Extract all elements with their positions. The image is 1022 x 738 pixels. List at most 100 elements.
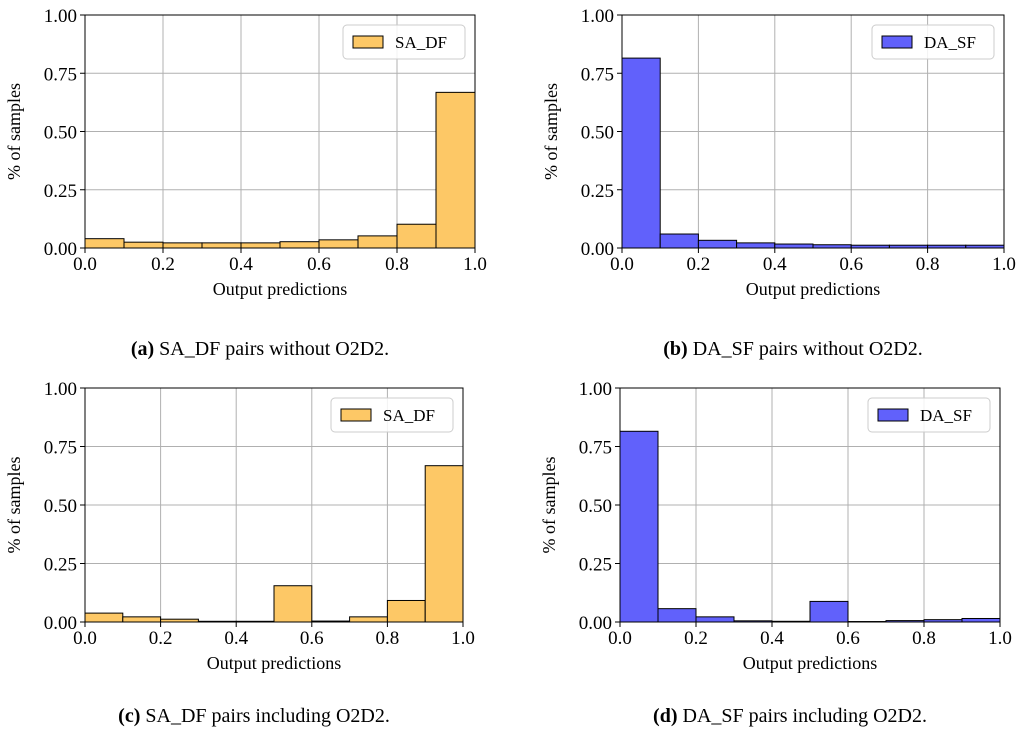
x-tick-label: 0.4 — [224, 628, 248, 649]
x-tick-label: 0.6 — [300, 628, 324, 649]
x-tick-label: 1.0 — [988, 628, 1012, 649]
x-tick-label: 0.0 — [73, 628, 97, 649]
histogram-bar — [621, 57, 661, 249]
y-axis-label: % of samples — [4, 83, 24, 180]
y-tick-label: 0.00 — [581, 239, 614, 260]
y-tick-label: 1.00 — [44, 379, 77, 400]
caption: (c) SA_DF pairs including O2D2. — [118, 705, 390, 727]
chart-panel-c: 0.0 0.2 0.4 0.6 0.8 1.0 0.00 0.25 0.50 0.75 1.00 Ou… — [4, 379, 475, 727]
y-tick-label: 0.00 — [579, 613, 612, 634]
x-axis-label: Output predictions — [743, 653, 877, 673]
y-tick-label: 0.75 — [579, 438, 612, 459]
x-tick-label: 0.2 — [684, 628, 708, 649]
histogram-bar — [657, 608, 697, 623]
histogram-bar — [123, 241, 164, 249]
caption-text: pairs without O2D2. — [759, 338, 923, 360]
histogram-bar — [349, 616, 388, 623]
x-tick-label: 0.6 — [307, 254, 331, 275]
chart-panel-d: 0.0 0.2 0.4 0.6 0.8 1.0 0.00 0.25 0.50 0.75 1.00 Ou… — [539, 379, 1012, 727]
caption-label: (a) — [131, 338, 154, 360]
x-tick-label: 0.8 — [376, 628, 400, 649]
caption: (d) DA_SF pairs including O2D2. — [653, 705, 927, 727]
x-axis-label: Output predictions — [213, 279, 347, 299]
y-tick-label: 0.00 — [44, 239, 77, 260]
legend-label: SA_DF — [383, 406, 435, 425]
x-tick-label: 0.0 — [610, 254, 634, 275]
y-axis-label: % of samples — [539, 457, 559, 554]
caption-text: pairs including O2D2. — [749, 705, 927, 727]
y-tick-label: 0.25 — [581, 181, 614, 202]
y-axis-label: % of samples — [541, 83, 561, 180]
legend-swatch — [881, 35, 913, 49]
caption-label: (d) — [653, 705, 677, 727]
caption-name: SA_DF — [159, 338, 220, 360]
y-tick-label: 0.25 — [579, 555, 612, 576]
y-tick-label: 0.50 — [579, 496, 612, 517]
x-tick-label: 0.6 — [836, 628, 860, 649]
x-axis-label: Output predictions — [746, 279, 880, 299]
legend-label: SA_DF — [395, 33, 447, 52]
x-tick-label: 0.8 — [916, 254, 940, 275]
x-tick-label: 0.8 — [385, 254, 409, 275]
chart-panel-b: 0.0 0.2 0.4 0.6 0.8 1.0 0.00 0.25 0.50 0.75 1.00 Ou… — [541, 6, 1016, 360]
histogram-bar — [396, 223, 437, 249]
x-tick-label: 0.8 — [912, 628, 936, 649]
x-tick-label: 1.0 — [463, 254, 487, 275]
legend-box — [330, 397, 454, 433]
histogram-bar — [162, 242, 203, 249]
caption-name: SA_DF — [145, 705, 206, 727]
histogram-bar — [695, 616, 735, 623]
histogram-bar — [122, 616, 162, 623]
y-tick-label: 0.75 — [581, 64, 614, 85]
legend-box — [871, 24, 995, 60]
y-tick-label: 1.00 — [581, 6, 614, 27]
x-tick-label: 0.2 — [687, 254, 711, 275]
y-tick-label: 0.25 — [44, 181, 77, 202]
y-tick-label: 1.00 — [44, 6, 77, 27]
x-tick-label: 0.4 — [763, 254, 787, 275]
histogram-bar — [809, 600, 849, 623]
y-tick-label: 0.00 — [44, 613, 77, 634]
y-tick-label: 0.25 — [44, 555, 77, 576]
x-tick-label: 0.6 — [839, 254, 863, 275]
histogram-bar — [279, 241, 320, 249]
y-axis-label: % of samples — [4, 457, 24, 554]
y-tick-label: 0.50 — [581, 123, 614, 144]
histogram-bar — [774, 243, 814, 249]
histogram-bar — [619, 430, 659, 623]
histogram-bar — [736, 242, 776, 249]
caption: (a) SA_DF pairs without O2D2. — [131, 338, 389, 360]
x-tick-label: 0.0 — [73, 254, 97, 275]
legend: SA_DF — [342, 24, 466, 60]
legend-swatch — [352, 35, 384, 49]
x-tick-label: 1.0 — [992, 254, 1016, 275]
histogram-bar — [697, 239, 738, 249]
x-tick-label: 0.2 — [149, 628, 173, 649]
caption-label: (c) — [118, 705, 140, 727]
legend: SA_DF — [330, 397, 454, 433]
histogram-bar — [386, 599, 426, 623]
y-tick-label: 0.75 — [44, 438, 77, 459]
histogram-bar — [84, 238, 125, 249]
histogram-bar — [659, 233, 699, 249]
caption-label: (b) — [663, 338, 687, 360]
legend-label: DA_SF — [920, 406, 972, 425]
x-tick-label: 0.0 — [608, 628, 632, 649]
histogram-bar — [273, 585, 313, 623]
histogram-bar — [240, 242, 281, 249]
x-tick-label: 0.4 — [760, 628, 784, 649]
legend-label: DA_SF — [924, 33, 976, 52]
histogram-bar — [201, 242, 242, 249]
histogram-bar — [357, 235, 398, 249]
legend-swatch — [877, 408, 909, 422]
caption-name: DA_SF — [683, 705, 744, 727]
caption-name: DA_SF — [693, 338, 754, 360]
histogram-bar — [84, 612, 124, 623]
caption: (b) DA_SF pairs without O2D2. — [663, 338, 922, 360]
x-axis-label: Output predictions — [207, 653, 341, 673]
caption-text: pairs without O2D2. — [225, 338, 389, 360]
x-tick-label: 1.0 — [451, 628, 475, 649]
y-tick-label: 0.75 — [44, 64, 77, 85]
legend: DA_SF — [867, 397, 991, 433]
